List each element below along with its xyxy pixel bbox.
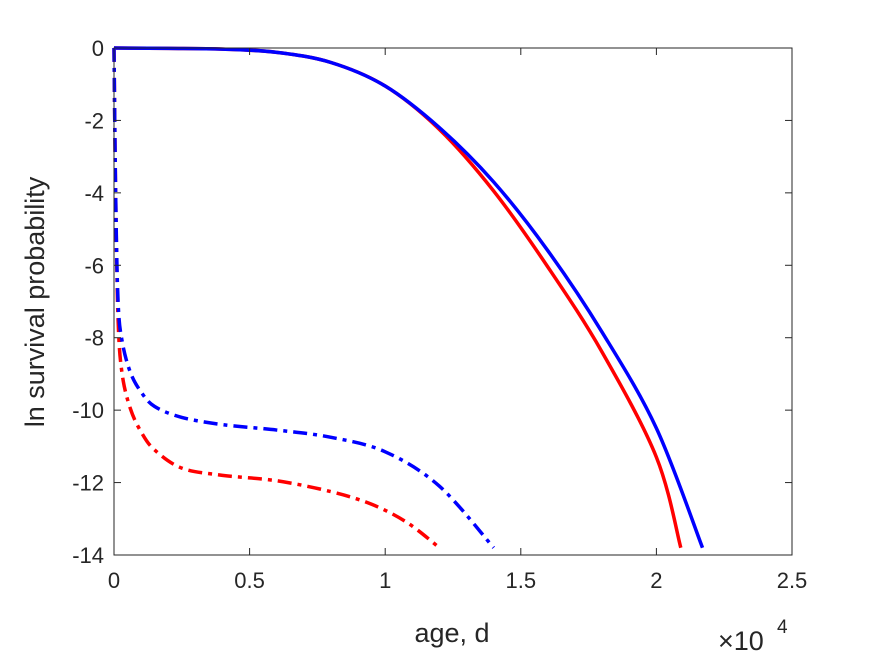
x-tick-label: 0 bbox=[108, 568, 120, 593]
x-exponent-base: ×10 bbox=[718, 626, 764, 656]
y-axis-label: ln survival probability bbox=[20, 176, 50, 427]
x-tick-label: 1.5 bbox=[506, 568, 537, 593]
y-tick-label: 0 bbox=[92, 36, 104, 61]
y-tick-label: -10 bbox=[72, 398, 104, 423]
x-tick-label: 1 bbox=[379, 568, 391, 593]
y-tick-label: -4 bbox=[84, 181, 104, 206]
series-line-blue-solid bbox=[113, 46, 705, 549]
tick-layer: 0 0.5 1 1.5 2 2.5 0 -2 -4 -6 -8 -10 -12 -14 bbox=[72, 36, 807, 593]
series-layer bbox=[112, 46, 705, 550]
x-tick-label: 2 bbox=[650, 568, 662, 593]
series-line-red-dashdot bbox=[112, 47, 441, 550]
x-axis-label: age, d bbox=[414, 618, 489, 648]
y-tick-label: -8 bbox=[84, 326, 104, 351]
axes-layer bbox=[113, 47, 793, 556]
y-tick-label: -14 bbox=[72, 543, 104, 568]
x-exponent-label: ×10 4 bbox=[718, 617, 788, 656]
y-tick-label: -12 bbox=[72, 471, 104, 496]
x-tick-label: 0.5 bbox=[234, 568, 265, 593]
x-exponent-power: 4 bbox=[777, 617, 788, 638]
series-line-blue-dashdot bbox=[112, 47, 495, 549]
y-tick-label: -6 bbox=[84, 253, 104, 278]
x-tick-label: 2.5 bbox=[777, 568, 808, 593]
plot-frame bbox=[113, 47, 793, 556]
y-tick-label: -2 bbox=[84, 108, 104, 133]
